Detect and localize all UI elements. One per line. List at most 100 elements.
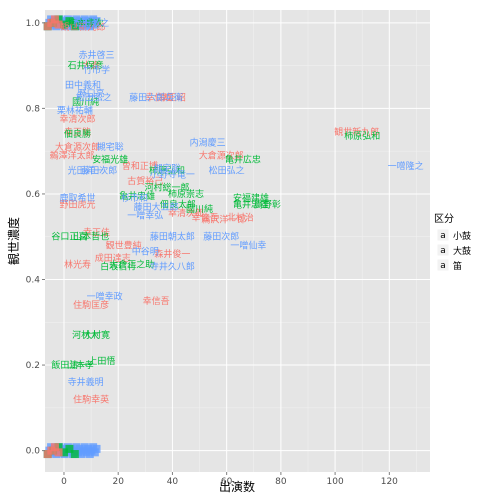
point-label: 石井保彦	[68, 60, 104, 72]
point-label: 谷口正喜	[51, 231, 87, 243]
x-tick-label: 60	[221, 477, 233, 487]
y-axis-title: 観世濃度	[6, 217, 21, 265]
point-label: 赤井啓三	[79, 49, 115, 61]
point-label: 一噌幸弘	[127, 209, 163, 221]
point-label: 光田洋一	[68, 164, 104, 176]
point-label: 寺井義明	[68, 376, 104, 388]
point-label: 一噌隆之	[388, 160, 424, 172]
point-label: 鵜沢洋一郎	[201, 214, 246, 226]
point-label: 幸正能	[64, 126, 91, 138]
point-label: 藤田大五郎	[134, 201, 179, 213]
point-label: 観世新九郎	[60, 21, 105, 33]
point-label: 藤田六郎兵衛	[129, 92, 183, 104]
x-tick-label: 120	[381, 477, 398, 487]
point-label: 山本哲也	[73, 231, 109, 243]
point-label: 大村寛	[83, 329, 110, 341]
point-label: 成田達志	[95, 252, 131, 264]
point-label: 山本孝	[67, 359, 94, 371]
point-label: 亀井忠雄	[233, 199, 269, 211]
cluster-point	[70, 22, 79, 31]
x-tick-label: 100	[327, 477, 344, 487]
point-label: 安福光雄	[92, 154, 128, 166]
point-label: 観世豊純	[106, 239, 142, 251]
x-axis-title: 出演数	[219, 479, 255, 494]
point-label: 藤田次郎	[203, 231, 239, 243]
point-label: 内潟慶三	[190, 137, 226, 149]
data-points: 観世新九郎大倉幸信成幸正昭幸清次郎幸正能大倉源次郎鵜澤洋太郎曽和正博古賀裕己大倉…	[50, 17, 424, 405]
legend: 区分 a 小鼓a 大鼓a 笛	[434, 213, 471, 272]
point-label: 柿原弘和	[344, 130, 380, 142]
legend-key-box	[436, 228, 450, 242]
point-label: 大倉	[82, 60, 100, 72]
point-label: 林光寿	[64, 259, 91, 271]
point-label: 國川純	[186, 203, 213, 215]
legend-key-box	[436, 258, 450, 272]
point-label: 森井俊一	[154, 248, 190, 260]
point-label: 國川純	[72, 96, 99, 108]
plot-background	[45, 10, 430, 472]
x-tick-label: 40	[167, 477, 179, 487]
legend-key-glyph: a	[440, 231, 446, 241]
cluster-point	[92, 17, 101, 26]
y-tick-label: 0.2	[26, 361, 40, 371]
point-label: 幸清次郎	[60, 113, 96, 125]
point-label: 寺井久八郎	[150, 261, 195, 273]
point-label: 北村治	[227, 211, 254, 223]
point-label: 杉市和	[121, 192, 148, 204]
cluster-point	[70, 450, 79, 459]
point-label: 古賀裕己	[127, 175, 163, 187]
x-tick-label: 80	[275, 477, 287, 487]
point-label: 幸信成	[145, 92, 172, 104]
legend-key-box	[436, 243, 450, 257]
legend-entry-label: 笛	[453, 260, 462, 272]
point-label: 幸正佳	[83, 226, 110, 238]
point-label: 槻宅聡	[97, 141, 124, 153]
point-label: 高野彰	[254, 199, 281, 211]
cluster-point	[65, 444, 74, 453]
cluster-point	[54, 20, 63, 29]
point-label: 一噌幸政	[87, 291, 123, 303]
point-label: 大倉源次郎	[199, 149, 244, 161]
cluster-point	[50, 15, 59, 24]
cluster-point	[54, 448, 63, 457]
point-label: 飯田清一	[51, 359, 87, 371]
point-label: 松田弘之	[73, 17, 109, 29]
point-label: 佃良勝	[64, 128, 91, 140]
legend-key-glyph: a	[440, 246, 446, 256]
y-tick-label: 0.4	[26, 276, 41, 286]
cluster-point	[65, 17, 74, 26]
x-tick-label: 0	[61, 477, 67, 487]
point-label: 大倉源次郎	[55, 141, 100, 153]
point-label: 亀井広忠	[225, 154, 261, 166]
point-label: 野田虎光	[60, 199, 96, 211]
legend-key-glyph: a	[440, 261, 446, 271]
point-label: 安福建雄	[233, 192, 269, 204]
point-label: 松田弘之	[76, 92, 112, 104]
point-label: 竹市学	[83, 64, 110, 76]
point-label: 幸信吾	[143, 295, 170, 307]
cluster-point	[50, 443, 59, 452]
point-label: 栗林祐輔	[57, 105, 93, 117]
axis-ticks: 0 20 40 60 80 100 120 0.0 0.2 0.4 0.6 0.8 1.0	[26, 19, 399, 487]
point-label: 観世新九郎	[334, 126, 379, 138]
point-label: 中谷明	[132, 246, 159, 258]
cluster-point	[59, 448, 68, 457]
legend-title: 区分	[434, 213, 454, 225]
point-label: 白坂信行	[100, 261, 136, 273]
point-label: 大倉正之助	[109, 259, 154, 271]
point-label: 住駒幸英	[73, 393, 109, 405]
point-label: 鹿取希世	[60, 192, 96, 204]
point-label: 柿原崇志	[168, 188, 204, 200]
point-label: 藤田朝太郎	[150, 231, 195, 243]
point-label: 柿本豊次	[68, 17, 104, 29]
point-label: 幸信吾	[191, 211, 218, 223]
point-label: 河村大	[72, 329, 99, 341]
grid-lines	[45, 10, 430, 472]
point-label: 鵜澤洋太郎	[50, 149, 95, 161]
point-label: 曽和正博	[122, 160, 158, 172]
point-label: 幸清次郎	[168, 207, 204, 219]
y-tick-label: 0.6	[26, 190, 41, 200]
legend-entry-label: 大鼓	[453, 245, 471, 257]
